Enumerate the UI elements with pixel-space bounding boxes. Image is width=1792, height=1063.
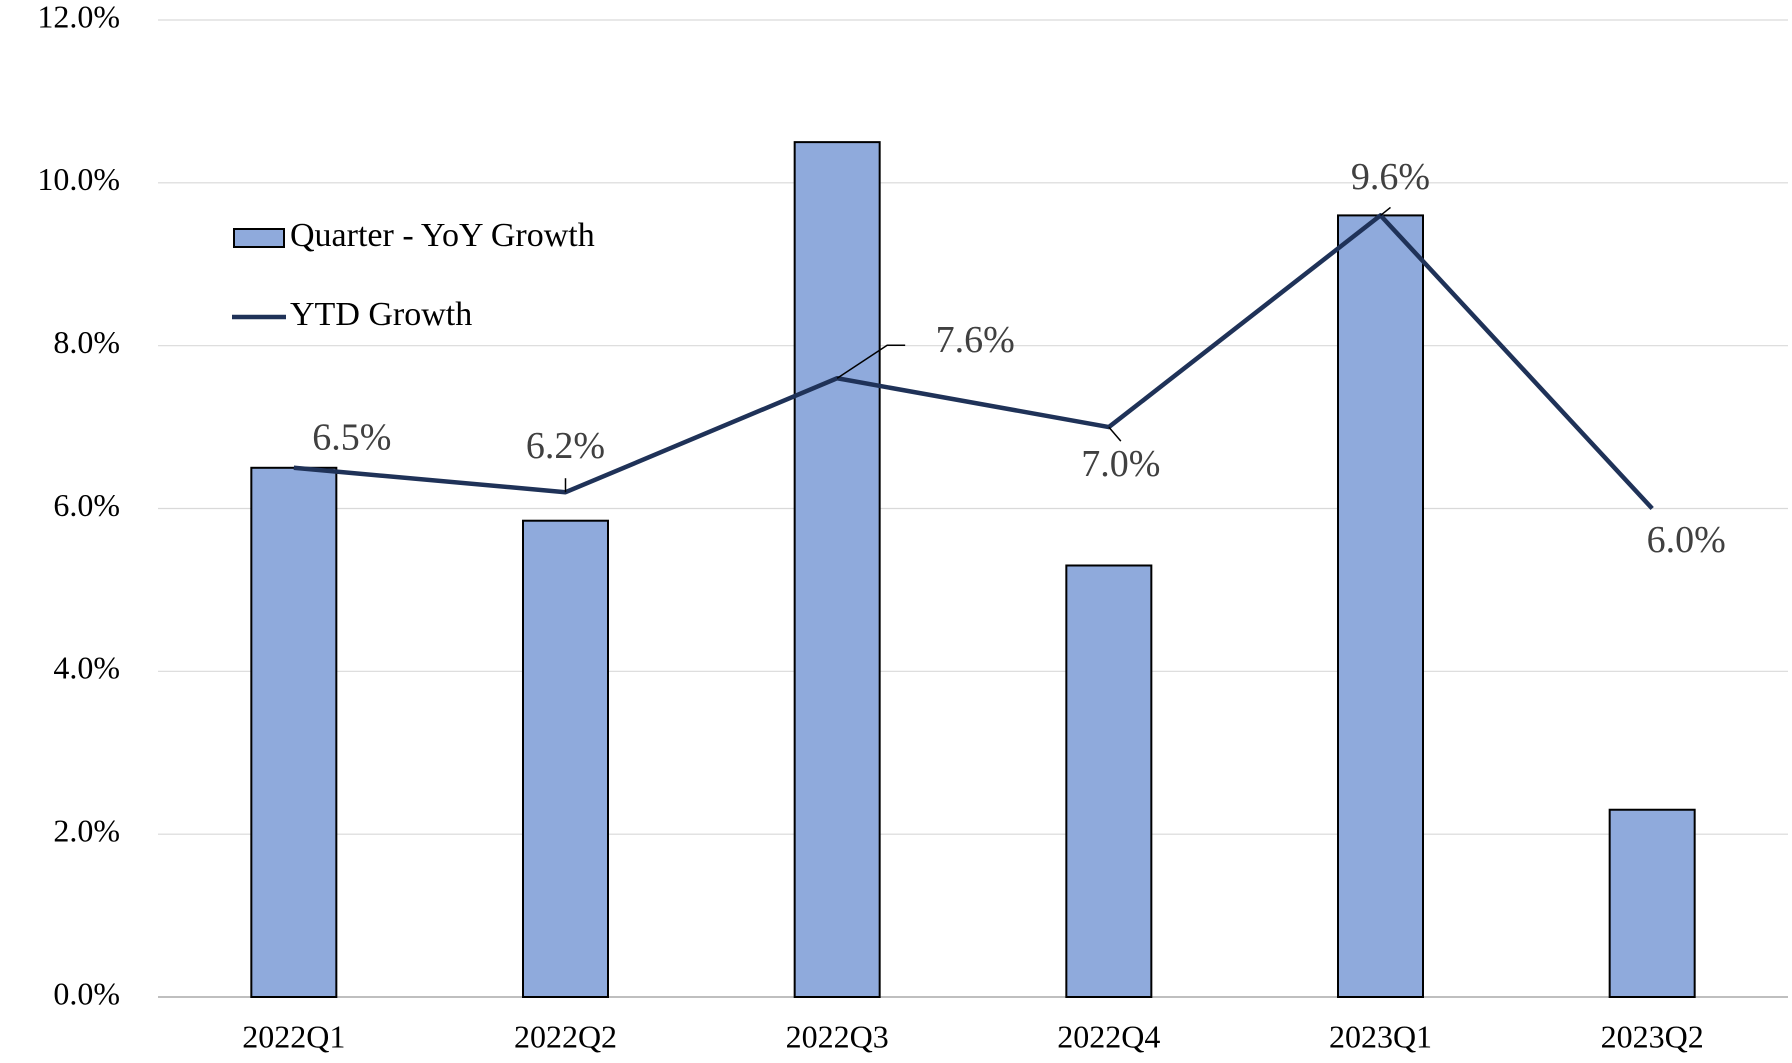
y-tick-label: 6.0% <box>53 487 120 523</box>
y-tick-label: 10.0% <box>37 161 120 197</box>
legend-swatch <box>233 228 285 248</box>
bar <box>1337 214 1424 998</box>
x-tick-label: 2022Q1 <box>242 1018 345 1054</box>
leader-line <box>836 344 906 379</box>
y-tick-label: 12.0% <box>37 0 120 34</box>
line <box>293 213 1654 511</box>
x-tick-label: 2023Q2 <box>1601 1018 1704 1054</box>
y-tick-label: 8.0% <box>53 324 120 360</box>
bar <box>250 466 338 998</box>
x-tick-label: 2022Q2 <box>514 1018 617 1054</box>
bar <box>793 141 881 998</box>
bar <box>522 519 609 999</box>
y-tick-label: 0.0% <box>53 975 120 1011</box>
bar <box>1608 808 1696 998</box>
x-tick-label: 2022Q3 <box>786 1018 889 1054</box>
data-label: 6.0% <box>1647 519 1726 561</box>
legend-label: YTD Growth <box>290 296 472 333</box>
bar <box>1065 564 1153 998</box>
data-label: 6.2% <box>526 425 605 467</box>
data-label: 9.6% <box>1351 156 1430 198</box>
data-label: 6.5% <box>312 417 391 459</box>
x-tick-label: 2023Q1 <box>1329 1018 1432 1054</box>
data-label: 7.0% <box>1081 443 1160 485</box>
legend-label: Quarter - YoY Growth <box>290 217 595 254</box>
leader-line <box>1380 206 1391 216</box>
x-tick-label: 2022Q4 <box>1057 1018 1160 1054</box>
data-label: 7.6% <box>936 319 1015 361</box>
y-tick-label: 4.0% <box>53 650 120 686</box>
leader-line <box>1108 426 1122 442</box>
y-tick-label: 2.0% <box>53 813 120 849</box>
